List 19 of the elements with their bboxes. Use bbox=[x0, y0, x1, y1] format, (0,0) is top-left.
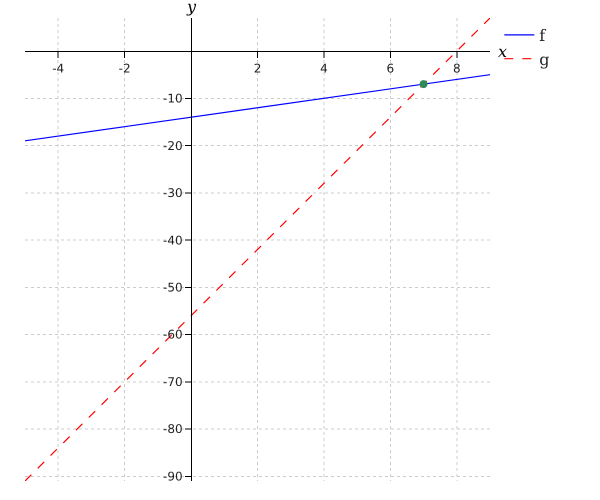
y-tick-label: -10 bbox=[163, 92, 183, 106]
y-tick-label: -70 bbox=[163, 374, 183, 389]
x-tick-label: -4 bbox=[52, 61, 64, 76]
y-tick-label: -30 bbox=[163, 186, 183, 200]
y-tick-label: -90 bbox=[163, 469, 183, 484]
x-tick-label: -2 bbox=[118, 61, 131, 76]
legend-label: g bbox=[539, 50, 550, 69]
y-tick-label: -60 bbox=[163, 328, 183, 342]
y-tick-label: -20 bbox=[163, 138, 183, 153]
x-tick-label: 2 bbox=[254, 61, 262, 76]
y-tick-label: -50 bbox=[163, 280, 183, 294]
x-tick-label: 6 bbox=[386, 61, 394, 76]
legend-label: f bbox=[539, 26, 546, 46]
y-axis-title: y bbox=[186, 0, 197, 16]
x-axis-title: x bbox=[498, 42, 508, 61]
y-tick-label: -80 bbox=[163, 422, 183, 436]
x-tick-label: 4 bbox=[320, 61, 328, 76]
y-tick-label: -40 bbox=[163, 233, 183, 248]
x-tick-label: 8 bbox=[452, 61, 461, 76]
